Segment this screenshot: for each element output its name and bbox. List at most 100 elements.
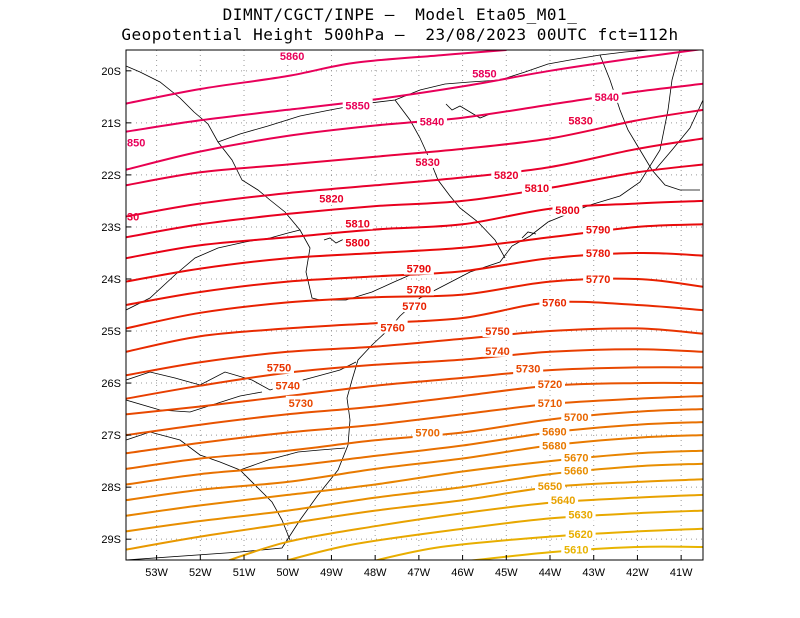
contour-label-bg xyxy=(552,202,583,216)
y-tick-label: 24S xyxy=(101,274,121,286)
x-tick-label: 49W xyxy=(320,567,343,579)
contour-label-bg xyxy=(561,409,592,423)
contour-label-bg xyxy=(403,282,434,296)
contour-5810 xyxy=(126,163,703,239)
contour-label: 5830 xyxy=(415,157,439,169)
state-border xyxy=(126,391,263,413)
contour-5860 xyxy=(126,50,507,105)
contour-label: 5720 xyxy=(538,379,562,391)
contour-label-bg xyxy=(416,114,447,128)
contour-5640 xyxy=(226,493,703,560)
contour-edge-label: 30 xyxy=(127,212,139,224)
contour-label: 5760 xyxy=(542,297,566,309)
y-tick-label: 21S xyxy=(101,118,121,130)
contour-label: 5740 xyxy=(485,346,509,358)
contour-5740 xyxy=(126,348,703,400)
contour-label: 5750 xyxy=(267,362,291,374)
coastal-detail xyxy=(521,231,537,239)
contour-5820 xyxy=(126,137,703,218)
contour-label-bg xyxy=(565,113,596,127)
contour-5660 xyxy=(126,462,703,533)
contour-label-bg xyxy=(482,324,513,338)
state-border xyxy=(239,447,346,471)
x-tick-label: 47W xyxy=(408,567,431,579)
contour-label: 5630 xyxy=(568,510,592,522)
contour-label: 5700 xyxy=(564,412,588,424)
contour-label-bg xyxy=(561,542,592,556)
x-tick-label: 44W xyxy=(539,567,562,579)
x-tick-label: 45W xyxy=(495,567,518,579)
y-tick-label: 25S xyxy=(101,326,121,338)
contour-5710 xyxy=(126,395,703,455)
map-title-line-2: Geopotential Height 500hPa – 23/08/2023 … xyxy=(121,25,679,44)
contour-label-bg xyxy=(561,450,592,464)
contour-label: 5660 xyxy=(564,465,588,477)
contour-label: 5620 xyxy=(568,529,592,541)
contour-label-bg xyxy=(535,479,566,493)
x-tick-label: 51W xyxy=(233,567,256,579)
contour-label-bg xyxy=(583,245,614,259)
contour-label-bg xyxy=(482,343,513,357)
contour-label-bg xyxy=(583,271,614,285)
contour-5670 xyxy=(126,449,703,517)
contour-label: 5730 xyxy=(289,398,313,410)
contour-label: 5850 xyxy=(472,68,496,80)
contour-label-bg xyxy=(561,463,592,477)
plot-frame xyxy=(125,49,704,561)
contour-label-bg xyxy=(521,180,552,194)
x-tick-label: 50W xyxy=(276,567,299,579)
contour-label: 5830 xyxy=(568,115,592,127)
contour-label: 5790 xyxy=(586,225,610,237)
x-tick-label: 46W xyxy=(451,567,474,579)
contour-label-bg xyxy=(399,299,430,313)
contour-label: 5820 xyxy=(494,170,518,182)
contour-label: 5640 xyxy=(551,495,575,507)
contour-5720 xyxy=(126,381,703,437)
contour-5630 xyxy=(285,509,703,560)
contour-label: 5800 xyxy=(555,205,579,217)
contour-label-bg xyxy=(583,222,614,236)
contour-label-bg xyxy=(403,261,434,275)
contour-5760 xyxy=(126,300,703,353)
contour-label-bg xyxy=(285,395,316,409)
contour-label: 5820 xyxy=(319,193,343,205)
y-tick-label: 22S xyxy=(101,170,121,182)
state-border xyxy=(126,229,431,311)
contour-label-bg xyxy=(412,154,443,168)
contour-label-bg xyxy=(469,66,500,80)
x-tick-label: 52W xyxy=(189,567,212,579)
y-tick-label: 23S xyxy=(101,222,121,234)
x-tick-label: 48W xyxy=(364,567,387,579)
y-tick-label: 20S xyxy=(101,66,121,78)
map-title-line-1: DIMNT/CGCT/INPE – Model Eta05_M01_ xyxy=(222,5,578,24)
contour-label: 5790 xyxy=(407,264,431,276)
contour-label-bg xyxy=(412,425,443,439)
contour-label-bg xyxy=(342,98,373,112)
contour-label: 5780 xyxy=(407,284,431,296)
contour-5730 xyxy=(126,366,703,416)
contour-label-bg xyxy=(548,493,579,507)
contour-label: 5750 xyxy=(485,326,509,338)
y-tick-label: 29S xyxy=(101,534,121,546)
contour-label: 5710 xyxy=(538,398,562,410)
contour-label-bg xyxy=(377,320,408,334)
contour-label: 5730 xyxy=(516,363,540,375)
contour-label: 5610 xyxy=(564,545,588,557)
contour-5800 xyxy=(126,199,703,260)
x-tick-label: 42W xyxy=(626,567,649,579)
contour-label-bg xyxy=(263,360,294,374)
state-border xyxy=(394,99,506,259)
contour-label-bg xyxy=(539,438,570,452)
y-tick-label: 27S xyxy=(101,430,121,442)
contour-5650 xyxy=(126,478,703,551)
contour-5790 xyxy=(126,223,703,283)
contour-label-bg xyxy=(539,424,570,438)
contour-label-bg xyxy=(491,167,522,181)
contour-5850 xyxy=(126,50,703,133)
contour-label-bg xyxy=(342,216,373,230)
contour-labels: 5860585058505840584058305830582058205810… xyxy=(127,49,622,557)
contour-label: 5680 xyxy=(542,441,566,453)
contour-5680 xyxy=(126,434,703,502)
contour-label-bg xyxy=(539,295,570,309)
contour-label-bg xyxy=(565,507,596,521)
